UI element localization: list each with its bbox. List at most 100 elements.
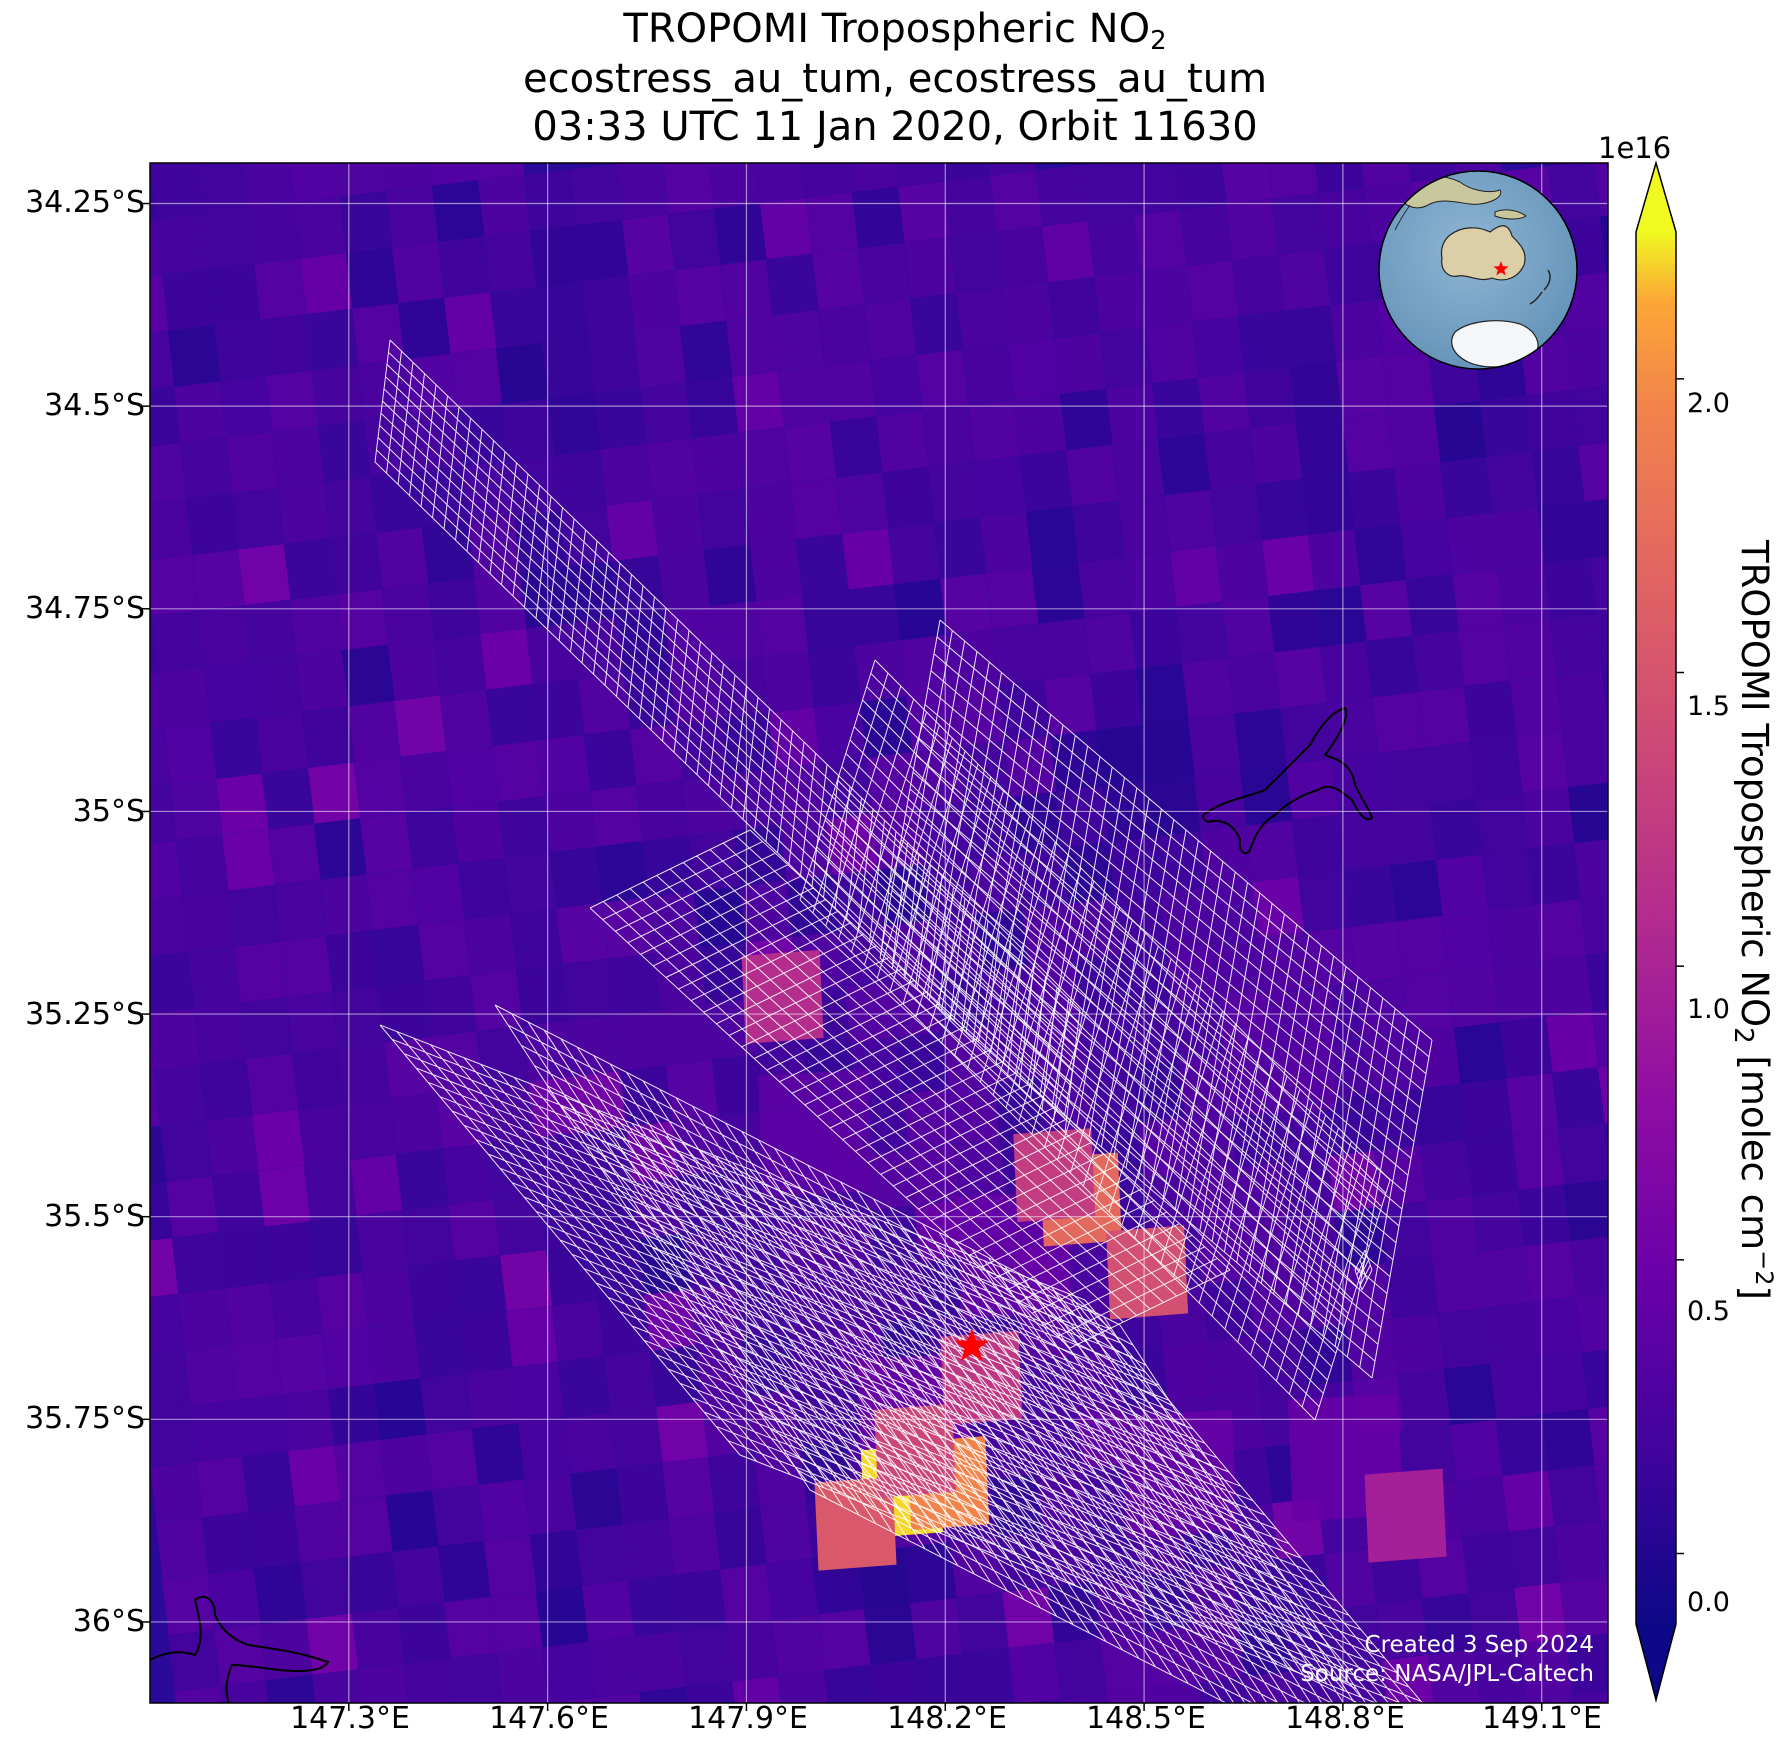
- no2-pixel: [1142, 719, 1195, 781]
- no2-pixel: [944, 176, 997, 238]
- no2-pixel: [1566, 1633, 1608, 1695]
- no2-pixel: [576, 1524, 629, 1586]
- no2-pixel: [682, 774, 735, 836]
- no2-pixel: [904, 1542, 957, 1604]
- no2-pixel: [1026, 1699, 1061, 1703]
- no2-pixel: [500, 1250, 553, 1312]
- no2-pixel: [182, 891, 235, 953]
- no2-pixel: [150, 1462, 203, 1524]
- map-frame: [149, 162, 1609, 1704]
- no2-pixel: [416, 466, 469, 528]
- no2-pixel: [1456, 1476, 1509, 1538]
- no2-pixel: [780, 819, 833, 881]
- no2-pixel: [1490, 1358, 1543, 1420]
- no2-pixel: [294, 197, 347, 259]
- no2-pixel: [202, 208, 255, 270]
- no2-pixel: [830, 1721, 882, 1752]
- no2-pixel: [1064, 1296, 1117, 1358]
- no2-pixel: [436, 1087, 489, 1149]
- no2-pixel: [1020, 450, 1073, 512]
- no2-pixel: [184, 1344, 237, 1406]
- no2-pixel: [1564, 1179, 1608, 1241]
- no2-pixel: [274, 880, 327, 942]
- no2-pixel: [412, 863, 465, 925]
- no2-pixel: [1256, 479, 1309, 541]
- no2-pixel: [1566, 328, 1608, 390]
- no2-pixel: [198, 605, 251, 667]
- no2-pixel: [166, 1176, 219, 1238]
- no2-pixel: [150, 387, 181, 447]
- no2-pixel: [1572, 1690, 1608, 1703]
- no2-pixel: [814, 702, 867, 764]
- lat-label: 35.75°S: [25, 1401, 145, 1436]
- no2-pixel: [1458, 625, 1511, 687]
- no2-pixel: [594, 1692, 641, 1703]
- no2-pixel: [1408, 1028, 1461, 1090]
- no2-pixel: [368, 1322, 421, 1384]
- no2-pixel: [172, 1232, 225, 1294]
- no2-pixel: [1552, 1067, 1605, 1129]
- no2-pixel: [1288, 1212, 1341, 1274]
- no2-pixel: [1550, 614, 1603, 676]
- no2-pixel: [526, 623, 579, 685]
- no2-pixel: [1330, 300, 1383, 362]
- no2-pixel: [1468, 1588, 1521, 1650]
- no2-pixel: [1430, 798, 1483, 860]
- no2-pixel: [1582, 1349, 1608, 1409]
- no2-pixel: [1530, 1297, 1583, 1359]
- no2-pixel: [772, 310, 825, 372]
- no2-pixel: [1450, 1420, 1503, 1482]
- no2-pixel: [286, 992, 339, 1054]
- no2-pixel: [1442, 910, 1495, 972]
- no2-pixel: [692, 1738, 744, 1752]
- no2-pixel: [448, 1199, 501, 1261]
- no2-pixel: [1424, 742, 1477, 804]
- no2-pixel: [1340, 1263, 1393, 1325]
- no2-pixel: [320, 874, 373, 936]
- no2-pixel: [1268, 591, 1321, 653]
- no2-pixel: [1346, 1319, 1399, 1381]
- no2-pixel: [870, 1659, 921, 1703]
- no2-pixel: [1482, 849, 1535, 911]
- no2-pixel: [1412, 630, 1465, 692]
- no2-hotspot-pixel: [1013, 1128, 1096, 1223]
- no2-pixel: [1386, 1257, 1439, 1319]
- no2-hotspot-pixel: [1106, 1225, 1189, 1320]
- no2-pixel: [272, 426, 325, 488]
- no2-pixel: [432, 1485, 485, 1547]
- no2-pixel: [322, 1328, 375, 1390]
- no2-pixel: [614, 1009, 667, 1071]
- no2-pixel: [484, 231, 537, 293]
- no2-pixel: [1004, 736, 1057, 798]
- no2-pixel: [356, 1210, 409, 1272]
- no2-pixel: [208, 264, 261, 326]
- no2-pixel: [294, 1501, 347, 1563]
- no2-pixel: [1596, 612, 1608, 670]
- no2-pixel: [1536, 1353, 1589, 1415]
- no2-pixel: [638, 1233, 691, 1295]
- no2-pixel: [150, 672, 165, 730]
- no2-pixel: [366, 869, 419, 931]
- no2-pixel: [260, 1619, 313, 1681]
- footprint-swath: [1354, 1249, 1373, 1291]
- no2-pixel: [1394, 462, 1447, 524]
- no2-pixel: [168, 1630, 221, 1692]
- no2-pixel: [802, 163, 853, 198]
- no2-pixel: [254, 1563, 307, 1625]
- no2-pixel: [1268, 163, 1319, 199]
- no2-pixel: [1322, 1095, 1375, 1157]
- no2-pixel: [1094, 271, 1147, 333]
- no2-pixel: [568, 1015, 621, 1077]
- no2-pixel: [150, 499, 193, 560]
- no2-pixel: [1354, 524, 1407, 586]
- no2-pixel: [1590, 555, 1608, 614]
- no2-pixel: [306, 309, 359, 371]
- axis-ticks: [142, 202, 1543, 1711]
- no2-pixel: [408, 1261, 461, 1323]
- no2-pixel: [334, 1440, 387, 1502]
- lon-label: 148.5°E: [1086, 1701, 1206, 1736]
- no2-pixel: [576, 220, 629, 282]
- no2-pixel: [348, 701, 401, 763]
- no2-pixel: [1624, 1740, 1676, 1752]
- no2-pixel: [498, 796, 551, 858]
